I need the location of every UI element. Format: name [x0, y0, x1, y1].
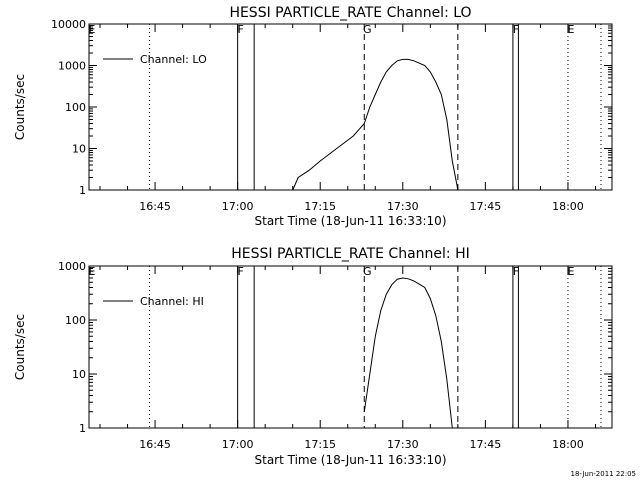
series-line — [363, 277, 453, 429]
y-tick-label: 1000 — [58, 60, 86, 73]
event-marker-label: E — [89, 265, 96, 278]
x-tick-label: 17:45 — [470, 438, 502, 451]
event-marker-label: E — [567, 265, 574, 278]
event-marker-label: G — [363, 265, 372, 278]
x-tick-label: 17:00 — [222, 438, 254, 451]
event-marker-label: F — [513, 23, 519, 36]
event-marker-label: F — [237, 265, 243, 278]
legend-label: Channel: HI — [140, 295, 204, 308]
y-tick-label: 1000 — [58, 260, 86, 273]
event-marker-label: G — [363, 23, 372, 36]
chart-panel-lo: HESSI PARTICLE_RATE Channel: LO Counts/se… — [13, 5, 613, 228]
y-tick-label: 10 — [72, 143, 86, 156]
x-tick-label: 18:00 — [552, 438, 584, 451]
x-tick-label: 16:45 — [139, 438, 171, 451]
y-axis-label: Counts/sec — [13, 314, 27, 380]
y-tick-label: 1 — [79, 184, 86, 197]
plot-frame — [88, 265, 613, 429]
chart-title: HESSI PARTICLE_RATE Channel: LO — [229, 5, 471, 21]
legend-label: Channel: LO — [140, 53, 207, 66]
y-tick-label: 10000 — [51, 18, 86, 31]
y-tick-label: 10 — [72, 368, 86, 381]
y-tick-label: 100 — [65, 314, 86, 327]
chart-title: HESSI PARTICLE_RATE Channel: HI — [231, 246, 469, 262]
series-line — [292, 58, 459, 191]
y-tick-label: 100 — [65, 101, 86, 114]
x-tick-label: 18:00 — [552, 200, 584, 213]
chart-panel-hi: HESSI PARTICLE_RATE Channel: HI Counts/se… — [13, 246, 613, 467]
y-tick-label: 1 — [79, 422, 86, 435]
x-tick-label: 17:30 — [387, 438, 419, 451]
x-axis-label: Start Time (18-Jun-11 16:33:10) — [255, 214, 447, 228]
x-tick-label: 17:15 — [304, 438, 336, 451]
event-marker-label: E — [89, 23, 96, 36]
event-marker-label: E — [567, 23, 574, 36]
x-tick-label: 17:45 — [470, 200, 502, 213]
x-axis-label: Start Time (18-Jun-11 16:33:10) — [255, 453, 447, 467]
x-tick-label: 17:00 — [222, 200, 254, 213]
event-marker-label: F — [513, 265, 519, 278]
x-tick-label: 16:45 — [139, 200, 171, 213]
y-axis-label: Counts/sec — [13, 74, 27, 140]
plot-frame — [88, 23, 613, 191]
x-tick-label: 17:30 — [387, 200, 419, 213]
footer-timestamp: 18-Jun-2011 22:05 — [571, 470, 637, 478]
x-tick-label: 17:15 — [304, 200, 336, 213]
event-marker-label: F — [237, 23, 243, 36]
